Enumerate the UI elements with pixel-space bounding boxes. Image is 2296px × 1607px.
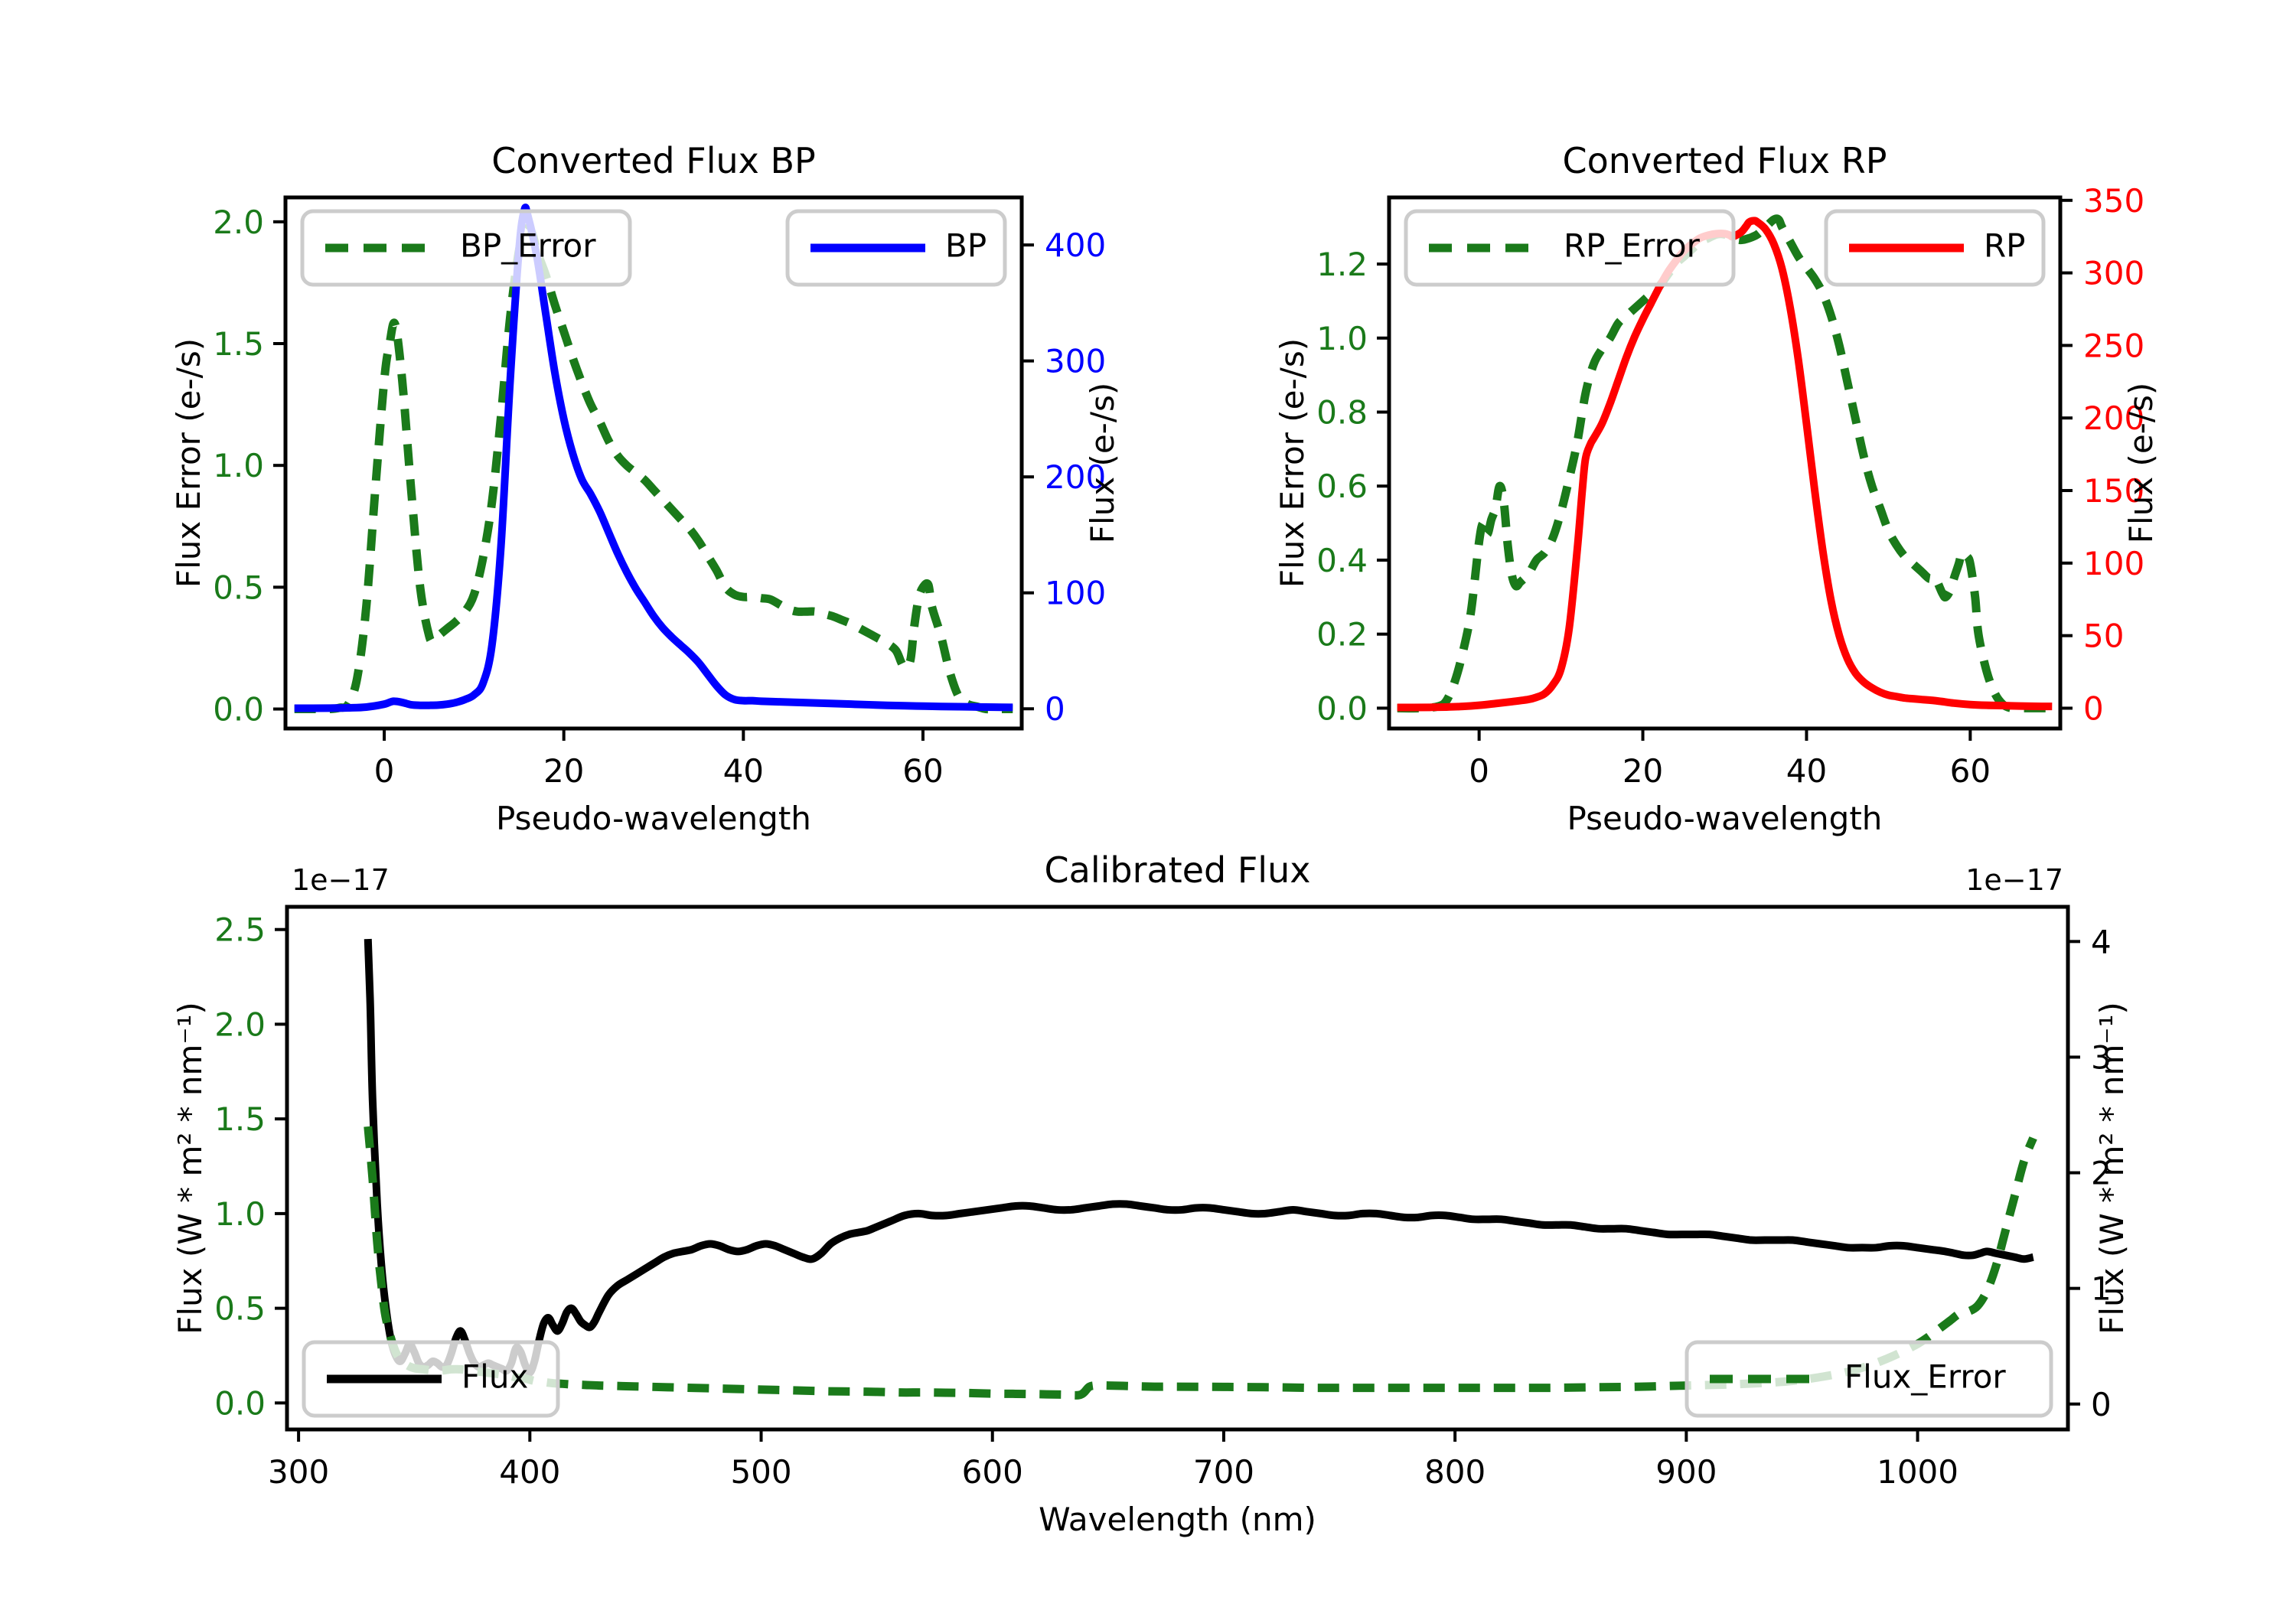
x-ticklabel-rp-60: 60 [1950, 752, 1991, 790]
legend-box-rp-error [1404, 209, 1736, 287]
y-ticklabel-right-rp-1: 50 [2083, 618, 2124, 655]
x-ticklabel-calibrated-600: 600 [962, 1453, 1023, 1491]
y-ticklabel-left-rp-5: 1.0 [1316, 320, 1368, 357]
y-ticklabel-left-calibrated-4: 2.0 [214, 1006, 266, 1043]
y-ticklabel-right-bp-4: 400 [1045, 227, 1106, 264]
y-axis-label-right-calibrated: Flux (W * m² * nm⁻¹) [2093, 1002, 2131, 1335]
legend-bp-flux[interactable]: BP [785, 209, 1007, 287]
y-axis-label-left-rp: Flux Error (e-/s) [1274, 338, 1311, 588]
y-ticklabel-left-bp-0: 0.0 [213, 691, 264, 729]
series-calibrated-flux [364, 938, 2034, 1377]
x-ticklabel-bp-20: 20 [543, 752, 584, 790]
y-ticklabel-left-bp-1: 0.5 [213, 569, 264, 606]
legend-box-calibrated-flux-error [1684, 1340, 2053, 1418]
y-ticklabel-right-calibrated-3: 3 [2091, 1038, 2112, 1076]
y-ticklabel-left-rp-4: 0.8 [1316, 394, 1368, 432]
y-ticklabel-left-rp-0: 0.0 [1316, 689, 1368, 727]
y-ticklabel-right-calibrated-1: 1 [2091, 1270, 2112, 1308]
y-ticklabel-right-rp-5: 250 [2083, 327, 2144, 364]
y-ticklabel-right-rp-2: 100 [2083, 545, 2144, 582]
x-axis-label-calibrated: Wavelength (nm) [1039, 1501, 1316, 1538]
x-ticklabel-bp-40: 40 [723, 752, 764, 790]
data-layer-rp [1397, 214, 2053, 713]
x-ticklabel-calibrated-700: 700 [1193, 1453, 1254, 1491]
x-axis-label-bp: Pseudo-wavelength [496, 800, 811, 837]
x-ticklabel-calibrated-300: 300 [268, 1453, 329, 1491]
data-layer-calibrated [364, 938, 2037, 1400]
y-ticklabel-left-rp-3: 0.6 [1316, 468, 1368, 505]
axes-frame-rp [1387, 195, 2063, 731]
y-ticklabel-right-rp-0: 0 [2083, 689, 2104, 727]
y-ticklabel-left-calibrated-1: 0.5 [214, 1290, 266, 1328]
panel-calibrated: Calibrated Flux 300 400 500 600 700 800 900 1000… [171, 849, 2131, 1538]
panel-title-calibrated: Calibrated Flux [1045, 849, 1311, 891]
y-axis-label-right-rp: Flux (e-/s) [2122, 383, 2160, 543]
panel-title-rp: Converted Flux RP [1563, 140, 1887, 181]
y-ticklabel-left-calibrated-3: 1.5 [214, 1100, 266, 1138]
y-axis-label-left-calibrated: Flux (W * m² * nm⁻¹) [171, 1002, 209, 1335]
legend-label-rp-error: RP_Error [1564, 227, 1701, 265]
legend-label-calibrated-flux-error: Flux_Error [1844, 1358, 2006, 1396]
y-ticklabel-right-calibrated-2: 2 [2091, 1155, 2112, 1192]
x-ticklabel-calibrated-800: 800 [1424, 1453, 1486, 1491]
legend-calibrated-flux-error[interactable]: Flux_Error [1684, 1340, 2053, 1418]
y-ticklabel-left-bp-2: 1.0 [213, 447, 264, 484]
y-ticklabel-right-bp-1: 100 [1045, 575, 1106, 612]
x-ticklabel-rp-0: 0 [1469, 752, 1489, 790]
legend-rp-flux[interactable]: RP [1824, 209, 2046, 287]
legend-calibrated-flux[interactable]: Flux [302, 1340, 560, 1418]
legend-bp-error[interactable]: BP_Error [300, 209, 632, 287]
panel-bp: Converted Flux BP 0 20 40 60 Pseudo-wavelengt… [170, 140, 1121, 837]
x-ticklabel-calibrated-1000: 1000 [1877, 1453, 1958, 1491]
x-ticklabel-calibrated-500: 500 [730, 1453, 791, 1491]
x-ticklabel-calibrated-400: 400 [499, 1453, 560, 1491]
y-ticklabel-right-rp-6: 300 [2083, 255, 2144, 292]
y-ticklabel-left-calibrated-2: 1.0 [214, 1195, 266, 1233]
series-rp-rp [1397, 217, 2053, 712]
series-rp-rp_error [1397, 214, 2053, 713]
y-ticklabel-right-rp-3: 150 [2083, 472, 2144, 510]
y-ticklabel-right-rp-7: 350 [2083, 182, 2144, 220]
series-bp-bp [294, 204, 1013, 712]
y-ticklabel-right-bp-2: 200 [1045, 458, 1106, 496]
y-ticklabel-right-rp-4: 200 [2083, 399, 2144, 437]
panel-title-bp: Converted Flux BP [491, 140, 816, 181]
legend-box-bp-error [300, 209, 632, 287]
legend-label-bp-error: BP_Error [460, 227, 596, 265]
x-ticklabel-rp-40: 40 [1786, 752, 1827, 790]
axes-frame-calibrated [285, 905, 2070, 1432]
x-ticklabel-bp-60: 60 [902, 752, 943, 790]
panel-rp: Converted Flux RP 0 20 40 60 Pseudo-wavelengt… [1274, 140, 2160, 837]
series-bp-bp_error [294, 223, 1013, 714]
legend-label-calibrated-flux: Flux [461, 1358, 528, 1396]
offset-label-left-calibrated: 1e−17 [292, 863, 390, 897]
y-ticklabel-left-calibrated-5: 2.5 [214, 911, 266, 949]
y-ticklabel-right-calibrated-4: 4 [2091, 923, 2112, 960]
axes-frame-bp [283, 195, 1024, 731]
y-ticklabel-left-calibrated-0: 0.0 [214, 1384, 266, 1422]
y-ticklabel-left-rp-1: 0.2 [1316, 616, 1368, 654]
data-layer-bp [294, 204, 1013, 714]
x-ticklabel-bp-0: 0 [374, 752, 395, 790]
y-ticklabel-left-bp-3: 1.5 [213, 325, 264, 363]
legend-rp-error[interactable]: RP_Error [1404, 209, 1736, 287]
y-ticklabel-left-rp-6: 1.2 [1316, 246, 1368, 283]
offset-label-right-calibrated: 1e−17 [1965, 863, 2063, 897]
legend-label-rp-flux: RP [1984, 227, 2026, 265]
y-ticklabel-right-calibrated-0: 0 [2091, 1386, 2112, 1423]
x-axis-label-rp: Pseudo-wavelength [1567, 800, 1883, 837]
y-axis-label-right-bp: Flux (e-/s) [1084, 383, 1121, 543]
y-ticklabel-right-bp-3: 300 [1045, 343, 1106, 380]
y-ticklabel-right-bp-0: 0 [1045, 690, 1065, 728]
y-ticklabel-left-bp-4: 2.0 [213, 204, 264, 241]
y-ticklabel-left-rp-2: 0.4 [1316, 542, 1368, 579]
legend-label-bp-flux: BP [945, 227, 987, 265]
y-axis-label-left-bp: Flux Error (e-/s) [170, 338, 207, 588]
x-ticklabel-rp-20: 20 [1623, 752, 1663, 790]
x-ticklabel-calibrated-900: 900 [1655, 1453, 1717, 1491]
